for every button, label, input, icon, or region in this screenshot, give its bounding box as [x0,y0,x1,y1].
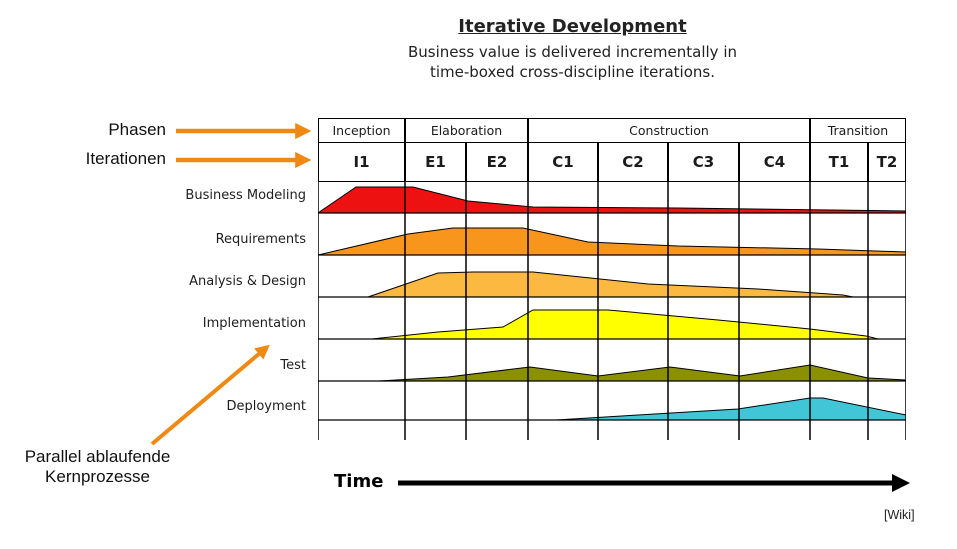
discipline-labels: Business Modeling Requirements Analysis … [0,0,312,445]
parallel-label-line-1: Parallel ablaufende [24,447,171,466]
phasen-label: Phasen [108,120,166,139]
subtitle-line-2: time-boxed cross-discipline iterations. [429,63,715,82]
subtitle-line-1: Business value is delivered incrementall… [407,43,737,61]
discipline-label-deployment: Deployment [226,399,306,414]
time-label: Time [334,471,384,492]
diagram-header: Iterative Development Business value is … [295,16,850,83]
phase-cell-elaboration: Elaboration [405,118,528,143]
iteration-cell-e2: E2 [465,143,528,182]
iteration-cell-c1: C1 [527,143,598,182]
phase-cell-transition: Transition [809,118,906,143]
hump-requirements [318,227,906,256]
plot-svg [318,182,906,440]
hump-test [377,364,906,382]
discipline-label-implementation: Implementation [202,316,306,331]
iteration-cell-t2: T2 [867,143,906,182]
discipline-label-analysis-design: Analysis & Design [189,274,306,289]
hump-business-modeling [318,186,906,214]
hump-analysis-design [367,271,854,298]
iteration-cell-c4: C4 [738,143,810,182]
hump-deployment [555,397,906,421]
iteration-cell-e1: E1 [405,143,466,182]
attribution: [Wiki] [884,508,915,522]
rup-hump-chart: Inception Elaboration Construction Trans… [318,118,906,440]
iterationen-label: Iterationen [85,149,166,168]
phase-cell-construction: Construction [527,118,810,143]
iteration-cell-c2: C2 [597,143,668,182]
phase-header-row: Inception Elaboration Construction Trans… [318,118,906,143]
parallel-processes-label: Parallel ablaufende Kernprozesse [5,447,190,486]
parallel-label-line-2: Kernprozesse [45,466,150,486]
iteration-cell-c3: C3 [667,143,739,182]
phase-cell-inception: Inception [318,118,405,143]
iteration-cell-t1: T1 [809,143,868,182]
discipline-label-test: Test [280,358,306,373]
iteration-header-row: I1 E1 E2 C1 C2 C3 C4 T1 T2 [318,143,906,182]
discipline-label-business-modeling: Business Modeling [185,188,306,203]
diagram-subtitle: Business value is delivered incrementall… [295,42,850,83]
iteration-cell-i1: I1 [318,143,405,182]
diagram-title: Iterative Development [458,16,687,37]
hump-implementation [371,309,879,340]
discipline-label-requirements: Requirements [215,232,306,247]
